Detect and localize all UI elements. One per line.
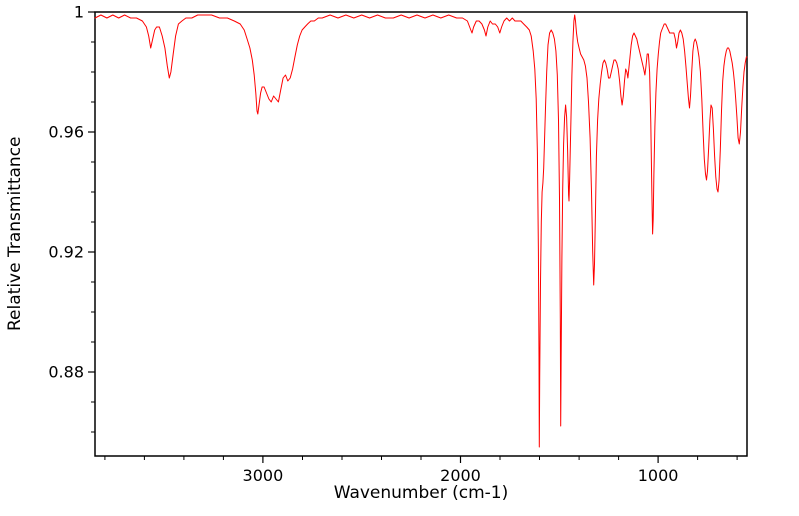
y-tick-label: 0.96 bbox=[48, 123, 84, 142]
y-tick-label: 0.88 bbox=[48, 363, 84, 382]
x-tick-label: 3000 bbox=[243, 466, 284, 485]
x-axis-title-text: Wavenumber (cm-1) bbox=[333, 483, 509, 503]
plot-border bbox=[94, 11, 748, 457]
x-axis-title: Wavenumber (cm-1) bbox=[95, 483, 747, 503]
x-tick-label: 2000 bbox=[440, 466, 481, 485]
spectrum-line bbox=[94, 14, 748, 448]
y-tick-label: 0.92 bbox=[48, 243, 84, 262]
x-tick-label: 1000 bbox=[638, 466, 679, 485]
y-tick-label: 1 bbox=[74, 3, 84, 22]
